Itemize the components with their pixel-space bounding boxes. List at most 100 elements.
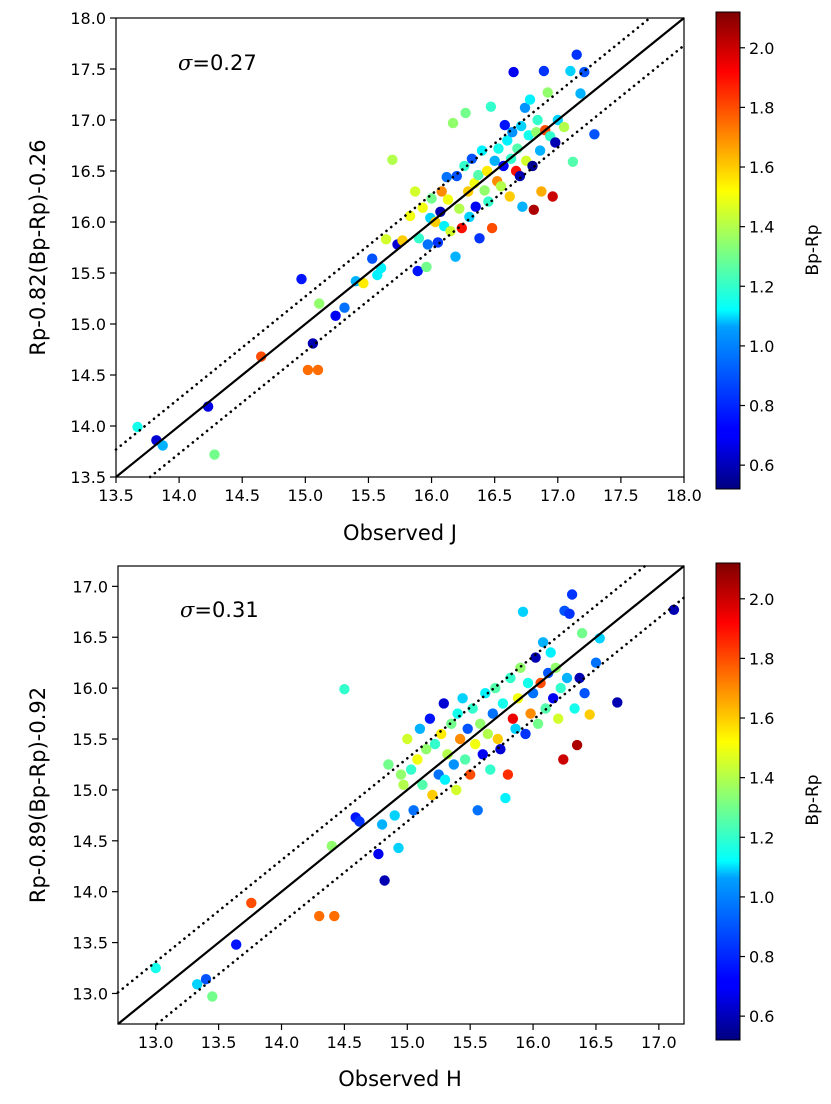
- sigma-offset-line: [148, 44, 686, 479]
- data-point: [498, 160, 509, 172]
- colorbar-tick-label: 2.0: [749, 590, 774, 609]
- data-point: [429, 738, 441, 750]
- x-tick-label: 16.0: [515, 1033, 551, 1052]
- colorbar-tick-label: 1.2: [749, 277, 774, 296]
- data-point: [470, 738, 481, 750]
- data-point: [231, 939, 242, 950]
- data-point: [571, 739, 583, 751]
- data-point: [564, 608, 575, 619]
- data-point: [450, 251, 461, 262]
- data-point: [477, 749, 488, 760]
- x-tick-label: 14.5: [224, 486, 260, 505]
- data-point: [516, 120, 527, 132]
- data-point: [459, 754, 471, 765]
- data-point: [474, 233, 485, 244]
- y-tick-label: 14.0: [72, 883, 108, 902]
- data-point: [408, 805, 419, 816]
- panel-2-colorbar-label: Bp-Rp: [803, 774, 823, 825]
- data-point: [571, 49, 582, 60]
- panel-2-x-axis-label: Observed H: [338, 1067, 462, 1091]
- data-point: [296, 273, 307, 285]
- data-point: [414, 723, 426, 734]
- data-point: [569, 703, 580, 714]
- data-point: [542, 87, 553, 98]
- data-point: [379, 875, 390, 886]
- data-point: [574, 672, 585, 684]
- y-tick-label: 14.0: [70, 417, 106, 436]
- data-point: [424, 713, 436, 724]
- sigma-offset-line: [155, 596, 686, 1026]
- data-point: [432, 237, 444, 248]
- data-point: [454, 733, 466, 745]
- panel-1-colorbar-label: Bp-Rp: [803, 224, 823, 275]
- data-point: [534, 145, 546, 156]
- data-point: [576, 628, 588, 639]
- data-point: [398, 779, 409, 790]
- panel-1-points: [132, 49, 600, 460]
- data-point: [397, 235, 408, 246]
- colorbar-tick-label: 1.0: [749, 337, 774, 356]
- x-tick-label: 18.0: [666, 486, 702, 505]
- panel-1-colorbar: [715, 11, 741, 490]
- data-point: [497, 698, 509, 709]
- data-point: [387, 154, 398, 165]
- y-tick-label: 18.0: [70, 9, 106, 28]
- data-point: [514, 170, 526, 182]
- data-point: [528, 204, 539, 215]
- x-tick-label: 17.0: [540, 486, 576, 505]
- colorbar-tick-label: 1.0: [749, 888, 774, 907]
- data-point: [502, 769, 514, 780]
- data-point: [548, 693, 559, 704]
- data-point: [482, 728, 493, 740]
- x-tick-label: 15.5: [452, 1033, 488, 1052]
- data-point: [589, 129, 600, 140]
- data-point: [312, 364, 324, 376]
- data-point: [456, 222, 467, 234]
- data-point: [550, 137, 561, 148]
- data-point: [157, 440, 168, 451]
- panel-2: 13.0 13.5 14.0 14.5 15.0 15.5 16.0 16.5 17.0 13.…: [26, 562, 823, 1091]
- data-point: [373, 848, 384, 860]
- x-tick-label: 15.0: [389, 1033, 425, 1052]
- sigma-offset-line: [114, 16, 652, 451]
- data-point: [447, 117, 459, 129]
- data-point: [412, 754, 423, 765]
- colorbar-tick-label: 1.4: [749, 218, 774, 237]
- y-tick-label: 17.0: [72, 577, 108, 596]
- data-point: [590, 657, 602, 668]
- x-tick-label: 17.5: [603, 486, 639, 505]
- panel-2-colorbar: [715, 562, 741, 1041]
- x-tick-label: 14.5: [327, 1033, 363, 1052]
- panel-1-y-axis-label: Rp-0.82(Bp-Rp)-0.26: [26, 139, 50, 355]
- colorbar-tick-label: 0.6: [749, 1007, 774, 1026]
- panel-1-y-ticks: 13.5 14.0 14.5 15.0 15.5 16.0 16.5 17.0 17.5 18.0: [70, 9, 116, 487]
- y-tick-label: 15.5: [70, 264, 106, 283]
- data-point: [532, 718, 544, 729]
- data-point: [532, 114, 543, 126]
- data-point: [508, 66, 519, 78]
- data-point: [354, 816, 365, 827]
- data-point: [527, 160, 538, 172]
- data-point: [558, 754, 569, 765]
- data-point: [439, 774, 451, 785]
- panel-2-lines: [116, 564, 686, 1026]
- data-point: [486, 222, 498, 234]
- panel-1-plot-frame: [115, 17, 685, 478]
- y-tick-label: 17.5: [70, 60, 106, 79]
- panel-2-points: [150, 589, 680, 1002]
- y-tick-label: 13.5: [70, 468, 106, 487]
- colorbar-tick-label: 0.8: [749, 397, 774, 416]
- data-point: [436, 728, 447, 740]
- data-point: [467, 703, 478, 714]
- data-point: [522, 677, 534, 689]
- data-point: [512, 693, 524, 704]
- data-point: [543, 667, 554, 679]
- data-point: [487, 708, 498, 719]
- data-point: [246, 897, 257, 909]
- data-point: [538, 65, 550, 77]
- data-point: [207, 991, 218, 1002]
- data-point: [485, 764, 496, 775]
- data-point: [553, 713, 564, 724]
- data-point: [314, 298, 325, 309]
- y-tick-label: 13.5: [72, 934, 108, 953]
